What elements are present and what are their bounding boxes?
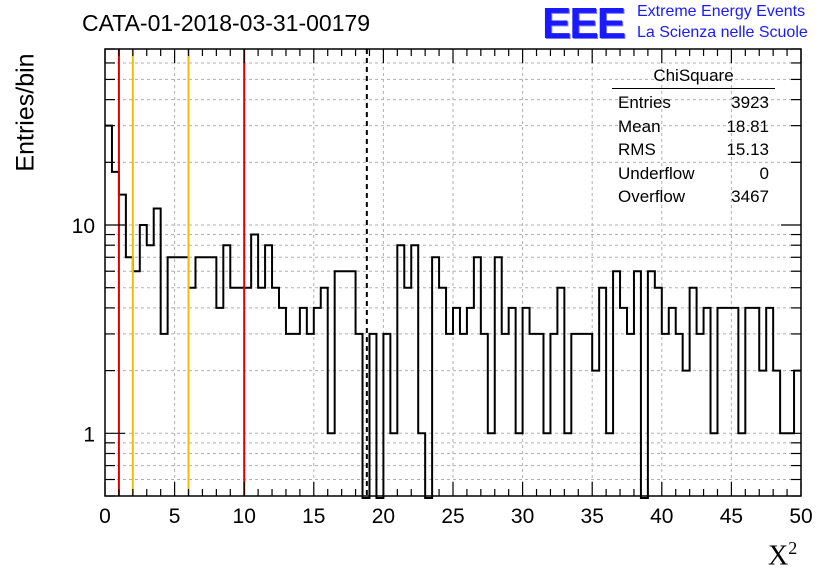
x-tick-label: 45 [720,505,743,528]
stats-value: 18.81 [726,116,769,136]
stats-value: 0 [759,163,769,183]
stats-value: 3467 [731,187,769,206]
stats-label: RMS [618,140,656,159]
stats-rows: Entries 3923 Mean 18.81 RMS 15.13 Underflow 0 Ov… [612,91,775,209]
stats-box: ChiSquare Entries 3923 Mean 18.81 RMS 15.13 Un… [612,66,775,209]
y-tick-label: 1 [83,423,95,446]
stats-title: ChiSquare [612,66,775,89]
x-tick-label: 15 [302,505,325,528]
y-tick-label: 10 [72,215,95,238]
x-tick-label: 20 [372,505,395,528]
x-tick-label: 10 [233,505,256,528]
stats-row: RMS 15.13 [612,138,775,162]
stats-row: Mean 18.81 [612,115,775,139]
x-tick-label: 5 [169,505,181,528]
stats-label: Underflow [618,163,695,183]
x-tick-label: 0 [99,505,111,528]
eee-logo: EEE [542,0,626,48]
x-tick-label: 30 [511,505,534,528]
stats-label: Entries [618,93,671,112]
x-tick-label: 40 [650,505,673,528]
chart-title: CATA-01-2018-03-31-00179 [82,10,371,36]
logo-line-2: La Scienza nelle Scuole [637,24,808,41]
x-tick-label: 50 [789,505,812,528]
histogram-series [105,124,801,499]
stats-label: Mean [618,116,661,136]
stats-value: 3923 [731,93,769,112]
stats-label: Overflow [618,187,686,206]
x-tick-label: 25 [441,505,464,528]
stats-value: 15.13 [726,140,769,159]
stats-row: Overflow 3467 [612,185,775,209]
logo-line-1: Extreme Energy Events [637,3,806,20]
stats-row: Underflow 0 [612,162,775,186]
x-axis-label: X2 [768,538,798,572]
x-tick-label: 35 [581,505,604,528]
stats-row: Entries 3923 [612,91,775,115]
